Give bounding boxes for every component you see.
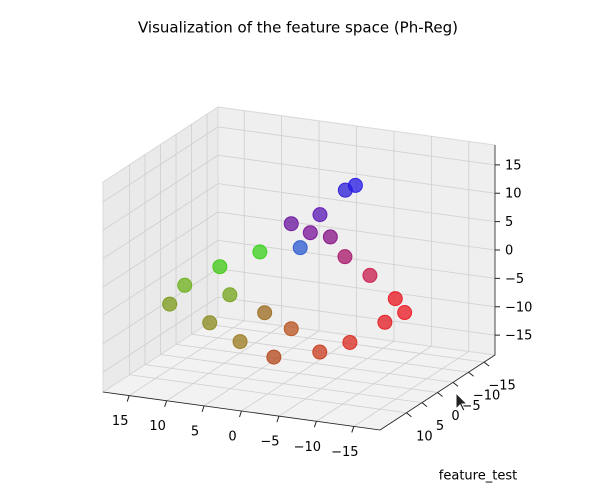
y-tick-label: −10 (473, 389, 500, 404)
x-tick (276, 415, 280, 423)
x-tick-label: 15 (112, 414, 129, 429)
z-tick-label: −15 (505, 329, 532, 344)
y-grid-line (129, 374, 407, 414)
x-tick-label: −10 (294, 440, 321, 455)
x-tick-label: −15 (331, 445, 358, 460)
point (232, 334, 248, 350)
point (177, 277, 193, 293)
z-grid-line (217, 154, 496, 194)
y-tick (452, 381, 459, 387)
point (397, 305, 413, 321)
z-grid-line (217, 126, 496, 166)
y-grid-line (175, 343, 454, 383)
grid (102, 110, 496, 431)
z-grid-line (102, 211, 219, 288)
z-tick-label: −10 (505, 300, 532, 315)
y-grid-line (160, 354, 438, 393)
point (266, 349, 282, 365)
y-tick-label: 5 (436, 419, 444, 434)
z-grid-line (102, 296, 219, 373)
z-tick-label: 0 (505, 244, 513, 259)
point (252, 244, 268, 260)
y-tick-label: 10 (416, 429, 433, 444)
z-tick-label: 10 (505, 187, 522, 202)
y-tick-label: −15 (488, 379, 515, 394)
z-grid-line (217, 296, 496, 336)
y-tick (406, 412, 412, 418)
z-grid-line (102, 183, 219, 259)
point (212, 259, 228, 275)
point (362, 267, 378, 283)
y-tick (437, 392, 443, 397)
z-grid-line (217, 268, 496, 308)
point (302, 225, 318, 241)
point (377, 314, 393, 330)
x-tick (313, 421, 317, 428)
y-tick (468, 371, 474, 377)
x-tick-label: 5 (191, 424, 199, 439)
point (312, 344, 328, 360)
z-grid-line (102, 240, 219, 316)
point (292, 240, 308, 256)
cursor (455, 391, 469, 412)
points (162, 177, 413, 365)
point (202, 315, 218, 331)
z-grid-line (217, 183, 496, 223)
point (342, 334, 358, 350)
x-tick (201, 405, 205, 413)
point (322, 229, 338, 245)
point (162, 296, 178, 312)
x-tick-label: −5 (260, 435, 279, 450)
annotation: feature_test (439, 469, 517, 484)
point (222, 287, 238, 303)
z-tick-label: 5 (505, 215, 513, 230)
z-grid-line (102, 268, 219, 345)
x-tick (239, 410, 242, 418)
point (312, 207, 328, 223)
x-tick-label: 0 (228, 430, 236, 445)
chart-title: Visualization of the feature space (Ph-R… (138, 19, 458, 37)
z-grid-line (102, 154, 219, 231)
point (283, 216, 299, 232)
y-grid-line (144, 364, 423, 404)
point (347, 177, 363, 193)
y-tick (421, 402, 428, 408)
point (337, 249, 353, 265)
x-tick (126, 395, 130, 402)
y-tick-label: 0 (451, 409, 459, 424)
z-grid-line (102, 126, 219, 203)
point (387, 291, 403, 307)
panes (101, 106, 497, 431)
z-grid-line (217, 211, 496, 251)
x-tick (164, 400, 168, 407)
point (257, 305, 273, 321)
z-tick-label: 15 (505, 158, 522, 173)
y-tick (483, 361, 490, 367)
point (283, 321, 299, 337)
z-tick-label: −5 (505, 272, 524, 287)
x-tick-label: 10 (149, 419, 166, 434)
x-tick (351, 426, 355, 433)
